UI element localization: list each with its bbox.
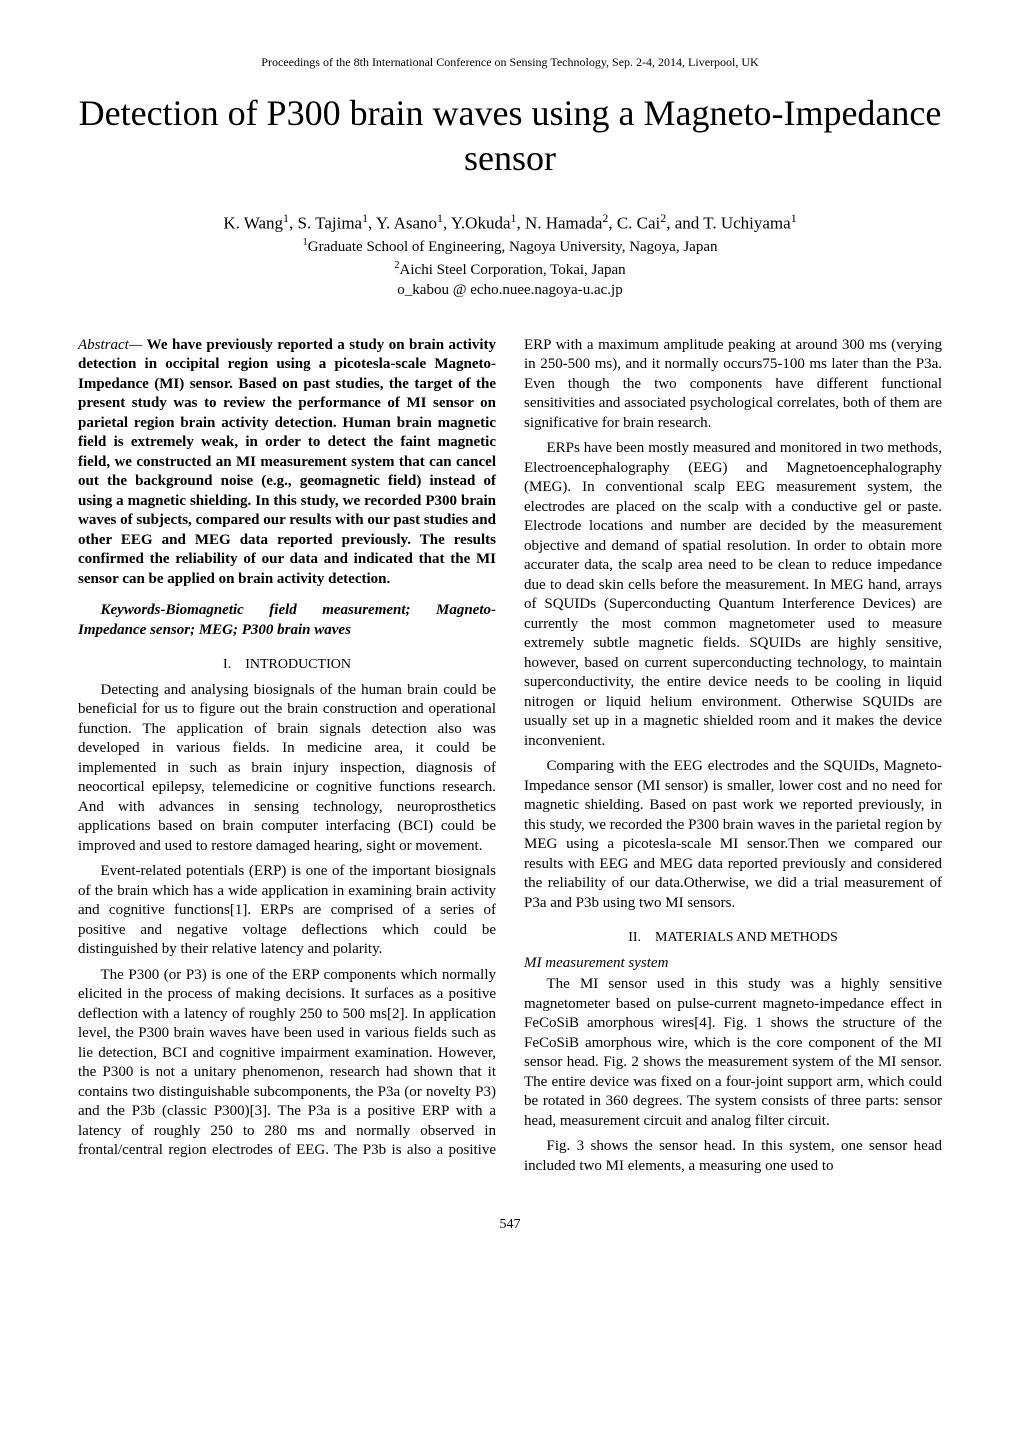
abstract-text: We have previously reported a study on b… xyxy=(78,337,496,587)
contact-email: o_kabou @ echo.nuee.nagoya-u.ac.jp xyxy=(78,281,942,301)
intro-para-1: Detecting and analysing biosignals of th… xyxy=(78,681,496,857)
methods-para-2: Fig. 3 shows the sensor head. In this sy… xyxy=(524,1137,942,1176)
intro-para-4: ERPs have been mostly measured and monit… xyxy=(524,439,942,751)
methods-para-1: The MI sensor used in this study was a h… xyxy=(524,975,942,1131)
section-2-subheading: MI measurement system xyxy=(524,954,942,974)
intro-para-5: Comparing with the EEG electrodes and th… xyxy=(524,757,942,913)
proceedings-header: Proceedings of the 8th International Con… xyxy=(78,55,942,71)
page-number: 547 xyxy=(78,1216,942,1234)
abstract: Abstract— We have previously reported a … xyxy=(78,336,496,590)
author-list: K. Wang1, S. Tajima1, Y. Asano1, Y.Okuda… xyxy=(78,211,942,235)
keywords: Keywords-Biomagnetic field measurement; … xyxy=(78,601,496,640)
paper-title: Detection of P300 brain waves using a Ma… xyxy=(78,91,942,181)
abstract-label: Abstract— xyxy=(78,337,147,353)
affiliation-1: 1Graduate School of Engineering, Nagoya … xyxy=(78,236,942,258)
two-column-body: Abstract— We have previously reported a … xyxy=(78,336,942,1176)
section-1-heading: I. INTRODUCTION xyxy=(78,656,496,674)
intro-para-2: Event-related potentials (ERP) is one of… xyxy=(78,862,496,960)
section-2-heading: II. MATERIALS AND METHODS xyxy=(524,929,942,947)
affiliation-2: 2Aichi Steel Corporation, Tokai, Japan xyxy=(78,259,942,281)
